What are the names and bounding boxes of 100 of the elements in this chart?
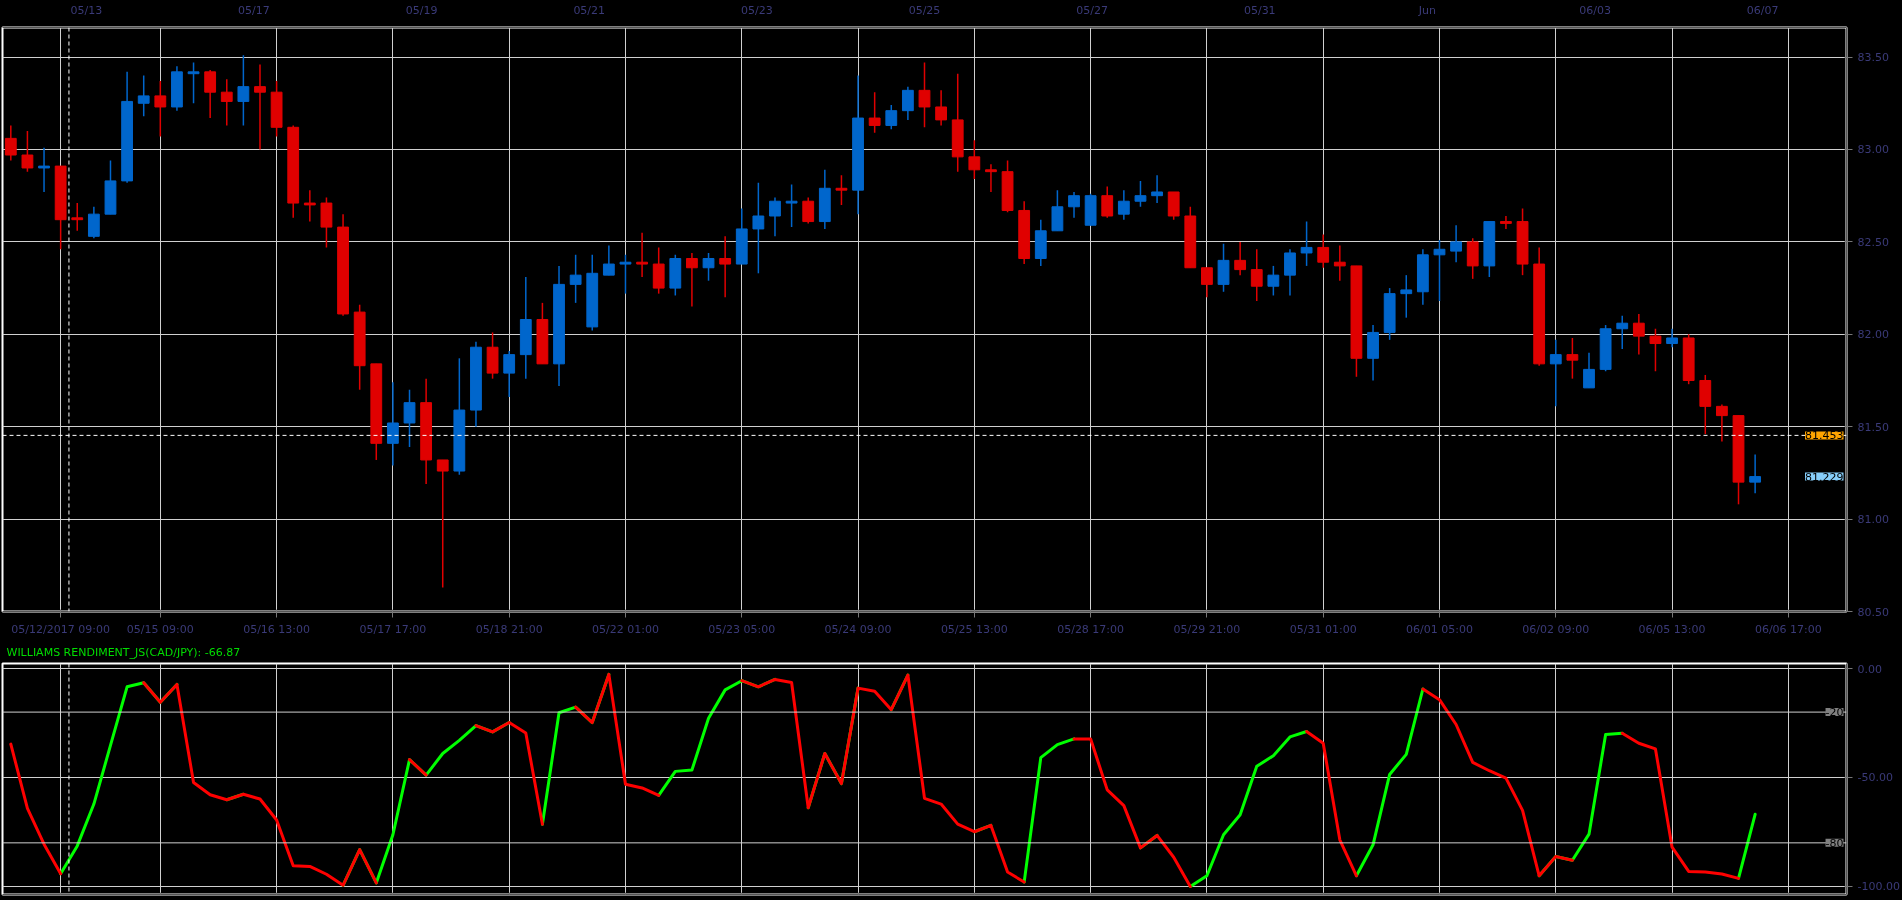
y-tick-label: -50.00 (1857, 771, 1893, 785)
ref-line-label: -80 (1825, 836, 1844, 850)
candlestick (1649, 327, 1662, 372)
candlestick (1749, 453, 1762, 494)
candlestick (220, 78, 233, 127)
candlestick (1151, 174, 1163, 204)
candlestick (1566, 337, 1579, 380)
text: 05/31 (1243, 3, 1276, 17)
y-tick-label: -100.00 (1857, 880, 1900, 894)
x-tick-label: 06/05 13:00 (1638, 622, 1706, 636)
candlestick (918, 61, 931, 129)
candlestick (885, 104, 898, 130)
candlestick (602, 244, 615, 276)
x-tick-label: 05/18 21:00 (475, 622, 543, 636)
x-tick-label: 05/12/2017 09:00 (11, 622, 110, 636)
candlestick (1400, 274, 1413, 319)
candlestick (1117, 189, 1130, 221)
candlestick (1068, 191, 1080, 219)
candlestick (403, 388, 416, 448)
y-tick-label: 82.50 (1857, 235, 1889, 249)
y-tick-label: 80.50 (1857, 605, 1889, 619)
text: 05/19 (405, 3, 438, 17)
text: 05/27 (1076, 3, 1108, 17)
candlestick (785, 183, 798, 228)
candlestick (636, 231, 648, 278)
candlestick (985, 163, 997, 193)
candlestick (1284, 248, 1296, 297)
candlestick (1234, 241, 1247, 276)
candlestick (204, 69, 217, 119)
candlestick (1134, 180, 1147, 208)
x-tick-label: 06/02 09:00 (1522, 622, 1590, 636)
candlestick (719, 235, 732, 299)
candlestick (38, 146, 50, 193)
chart-title: WILLIAMS RENDIMENT_JS(CAD/JPY): -66.87 (6, 645, 241, 659)
candlestick (154, 80, 167, 138)
x-tick-label: 05/22 01:00 (592, 622, 659, 636)
ref-line-label: 81.453 (1805, 429, 1844, 443)
text: 05/21 (573, 3, 606, 17)
candlestick (1300, 220, 1313, 267)
candlestick (1583, 352, 1595, 389)
candlestick (752, 181, 765, 275)
text: 06/03 (1579, 3, 1611, 17)
y-tick-label: 82.00 (1857, 328, 1889, 342)
candlestick (702, 252, 715, 282)
x-tick-label: 05/29 21:00 (1173, 622, 1241, 636)
x-tick-label: 06/06 17:00 (1754, 622, 1822, 636)
annotation: 81.229 (1805, 470, 1844, 484)
candlestick (1333, 244, 1346, 282)
candlestick (569, 254, 582, 304)
text: 05/23 (741, 3, 773, 17)
candlestick (303, 189, 316, 223)
candlestick (802, 196, 815, 225)
y-tick-label: 81.50 (1857, 420, 1889, 434)
candlestick (769, 196, 781, 238)
candlestick (254, 63, 266, 151)
candlestick (1101, 185, 1114, 219)
candlestick (1267, 265, 1280, 297)
candlestick (1433, 239, 1446, 302)
candlestick (1632, 313, 1645, 356)
x-tick-label: 06/01 05:00 (1406, 622, 1473, 636)
ref-line-label: -20 (1825, 706, 1844, 720)
x-tick-label: 05/15 09:00 (126, 622, 194, 636)
candlestick (619, 254, 632, 295)
y-tick-label: 81.00 (1857, 513, 1889, 527)
x-tick-label: 05/28 17:00 (1057, 622, 1125, 636)
candlestick (1317, 233, 1330, 269)
y-tick-label: 83.00 (1857, 143, 1889, 157)
candlestick (4, 124, 17, 162)
text: 05/17 (238, 3, 270, 17)
candlestick (1201, 267, 1213, 299)
candlestick (1500, 215, 1512, 230)
candlestick (935, 89, 948, 127)
x-tick-label: 05/16 13:00 (243, 622, 311, 636)
candlestick (1450, 224, 1462, 263)
candlestick (1666, 327, 1678, 348)
text: 05/25 (908, 3, 941, 17)
candlestick (503, 350, 516, 398)
candlestick (71, 202, 84, 232)
candlestick (868, 91, 881, 134)
x-tick-label: 05/17 17:00 (359, 622, 427, 636)
candlestick (137, 74, 150, 117)
candlestick (436, 459, 449, 589)
y-tick-label: 83.50 (1857, 51, 1889, 65)
candlestick (21, 130, 34, 173)
x-tick-label: 05/31 01:00 (1289, 622, 1357, 636)
x-tick-label: 05/23 05:00 (708, 622, 776, 636)
candlestick (1250, 248, 1263, 302)
candlestick (1716, 403, 1728, 443)
candlestick (187, 61, 200, 105)
candlestick (87, 206, 100, 239)
candlestick (968, 139, 981, 180)
candlestick (686, 252, 698, 308)
candlestick (387, 381, 399, 467)
text: 06/07 (1746, 3, 1779, 17)
candlestick (1616, 315, 1629, 350)
x-tick-label: 05/24 09:00 (824, 622, 892, 636)
candlestick (835, 174, 848, 206)
y-tick-label: 0.00 (1857, 662, 1882, 676)
candlestick (1549, 339, 1562, 408)
text: 05/13 (70, 3, 103, 17)
